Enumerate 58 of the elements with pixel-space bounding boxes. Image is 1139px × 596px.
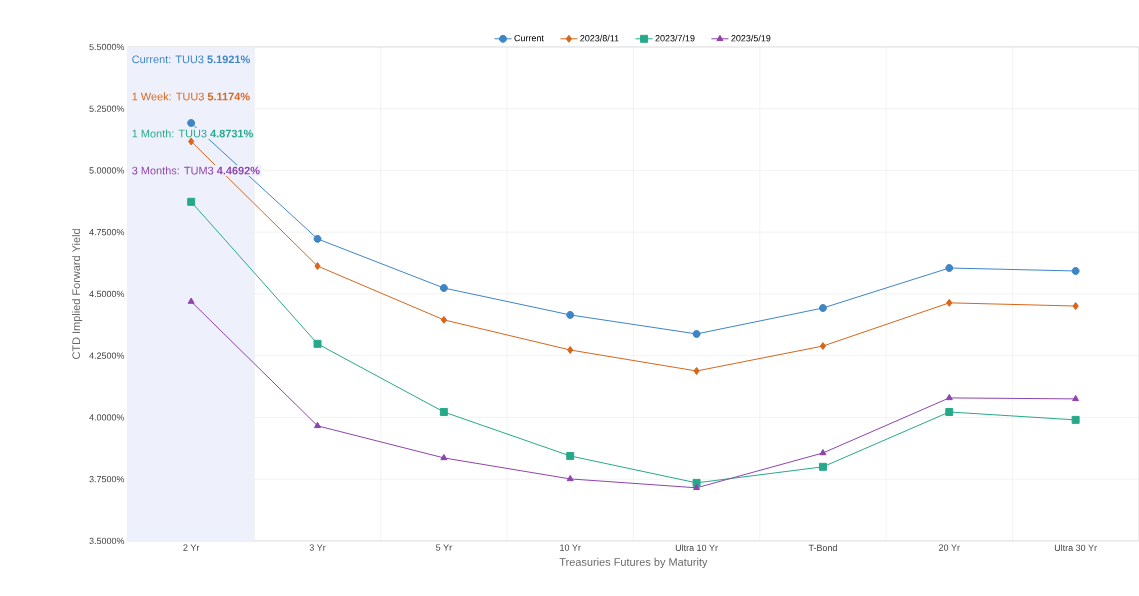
annotation: 1 Month: TUU3 4.8731% — [132, 129, 254, 138]
y-tick-label: 4.5000% — [89, 290, 125, 298]
x-tick-label: Ultra 10 Yr — [675, 544, 718, 552]
point — [692, 478, 701, 487]
point — [945, 393, 953, 401]
legend-label: Current — [514, 34, 544, 42]
annotation: Current: TUU3 5.1921% — [132, 55, 250, 64]
point — [945, 264, 954, 273]
legend-label: 2023/8/11 — [580, 34, 619, 42]
y-tick-label: 5.2500% — [89, 105, 125, 112]
point — [440, 453, 448, 461]
point — [1071, 415, 1080, 424]
point — [313, 339, 322, 348]
x-axis-title: Treasuries Futures by Maturity — [559, 557, 708, 569]
y-tick-label: 4.7500% — [89, 229, 125, 236]
point — [818, 304, 827, 313]
point — [566, 310, 575, 319]
y-tick-label: 4.2500% — [89, 352, 125, 359]
point — [313, 234, 322, 243]
point — [314, 421, 322, 429]
legend-label: 2023/5/19 — [731, 34, 771, 42]
annotation: 1 Week: TUU3 5.1174% — [132, 92, 250, 101]
point — [1071, 267, 1080, 276]
y-axis-title: CTD Implied Forward Yield — [72, 229, 83, 359]
x-tick-label: T-Bond — [808, 544, 837, 552]
x-tick-label: Ultra 30 Yr — [1054, 544, 1097, 552]
point — [440, 315, 447, 324]
point — [187, 297, 195, 304]
x-tick-label: 3 Yr — [309, 544, 326, 551]
x-tick-label: 2 Yr — [183, 544, 200, 551]
point — [1072, 302, 1079, 311]
point — [693, 367, 700, 376]
y-tick-label: 3.7500% — [89, 476, 125, 483]
y-tick-label: 5.0000% — [89, 167, 125, 174]
point — [945, 408, 954, 417]
point — [818, 462, 827, 471]
point — [567, 346, 574, 355]
point — [566, 474, 574, 482]
point — [819, 342, 827, 351]
x-tick-label: 20 Yr — [939, 544, 960, 551]
x-tick-label: 5 Yr — [436, 544, 452, 551]
point — [946, 298, 953, 307]
point — [439, 408, 448, 417]
x-tick-label: 10 Yr — [560, 544, 581, 551]
point — [693, 483, 701, 491]
point — [566, 452, 575, 460]
point — [819, 449, 827, 456]
point — [692, 330, 701, 338]
legend-label: 2023/7/19 — [655, 34, 695, 42]
y-tick-label: 4.0000% — [89, 414, 125, 421]
point — [187, 119, 196, 128]
point — [1072, 394, 1080, 402]
point — [439, 284, 448, 293]
y-tick-label: 5.5000% — [89, 43, 125, 51]
annotation: 3 Months: TUM3 4.4692% — [132, 166, 260, 175]
y-tick-label: 3.5000% — [89, 537, 125, 545]
point — [314, 262, 321, 271]
point — [187, 197, 196, 206]
